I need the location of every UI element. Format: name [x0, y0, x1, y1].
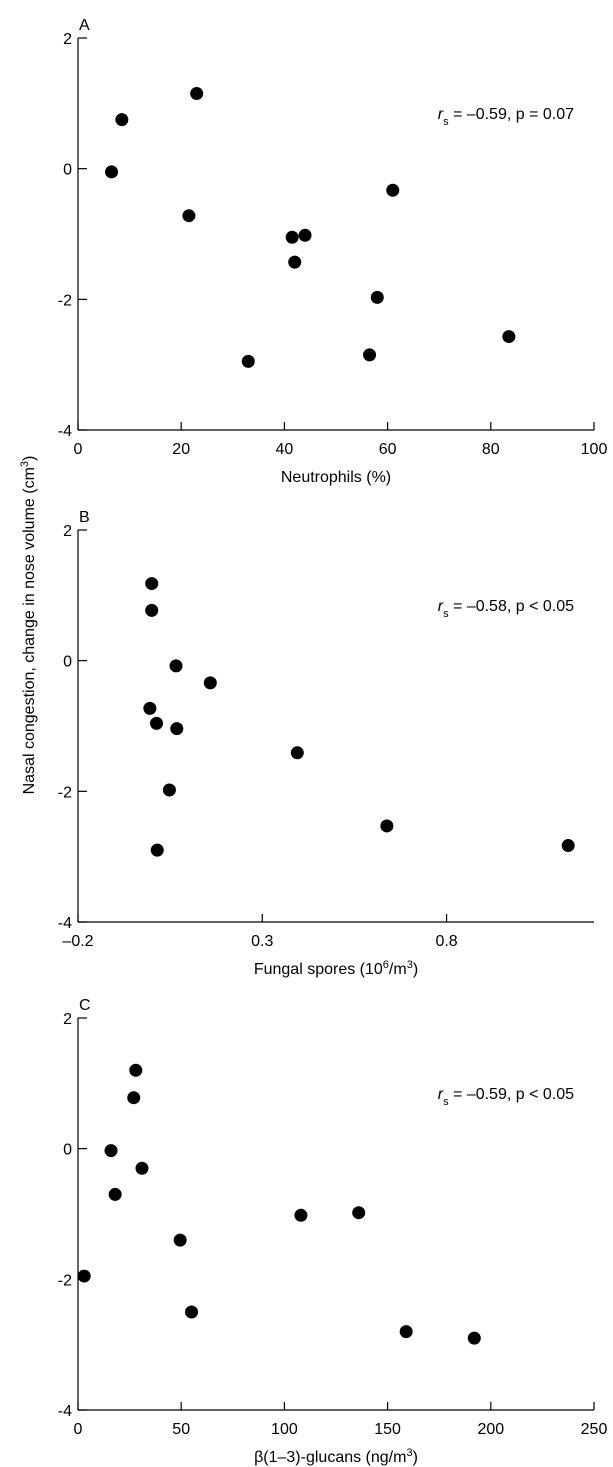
- panel-a-data-point: [386, 183, 400, 197]
- panel-b-x-axis-title: Fungal spores (106/m3): [254, 959, 418, 978]
- panel-c-data-point: [129, 1063, 143, 1077]
- panel-c-y-tick-label: 2: [63, 1011, 72, 1028]
- x-axis-title-superscript: 3: [406, 1447, 412, 1459]
- panel-a-correlation-annotation: rs = –0.59, p = 0.07: [438, 106, 574, 128]
- panel-a-data-point: [105, 165, 119, 179]
- panel-c-data-point: [173, 1233, 187, 1247]
- panel-b-data-point: [203, 676, 217, 690]
- panel-a-data-point: [502, 330, 516, 344]
- panel-c-x-tick-label: 100: [271, 1421, 298, 1438]
- panel-a-data-point: [285, 230, 299, 244]
- correlation-subscript: s: [443, 608, 449, 620]
- panel-a-x-tick-label: 60: [379, 441, 397, 458]
- panel-b-data-point: [169, 659, 183, 673]
- x-axis-title-middle: /m: [389, 961, 407, 978]
- panel-c-x-tick-label: 150: [374, 1421, 401, 1438]
- panel-a-x-tick-label: 100: [581, 441, 608, 458]
- panel-b-data-point: [150, 716, 164, 730]
- panel-b-data-point: [145, 603, 159, 617]
- panel-c-x-tick-label: 200: [477, 1421, 504, 1438]
- panel-a-y-tick-label: 0: [63, 162, 72, 179]
- panel-c-correlation-annotation: rs = –0.59, p < 0.05: [438, 1086, 574, 1108]
- panel-a-data-point: [288, 255, 302, 269]
- correlation-text: = –0.58, p < 0.05: [449, 598, 575, 615]
- x-axis-title-prefix: β(1–3)-glucans (ng/m: [254, 1449, 406, 1466]
- panel-a-x-tick-label: 40: [276, 441, 294, 458]
- panel-b-data-point: [143, 701, 157, 715]
- panel-c-data-point: [104, 1144, 118, 1158]
- panel-a-label: A: [79, 17, 90, 34]
- correlation-text: = –0.59, p = 0.07: [449, 106, 575, 123]
- correlation-subscript: s: [443, 116, 449, 128]
- panel-c-data-point: [185, 1305, 199, 1319]
- x-axis-title-superscript: 6: [383, 959, 389, 971]
- panel-b-y-tick-label: -2: [58, 784, 72, 801]
- panel-c-data-point: [108, 1187, 122, 1201]
- panel-a-data-point: [370, 290, 384, 304]
- panel-b-y-tick-label: -4: [58, 915, 72, 932]
- panel-b-label: B: [79, 509, 90, 526]
- panel-c-y-tick-label: 0: [63, 1142, 72, 1159]
- shared-y-axis-title-prefix: Nasal congestion, change in nose volume …: [21, 467, 38, 794]
- panel-b-data-point: [150, 843, 164, 857]
- shared-y-axis-title-suffix: ): [21, 456, 38, 461]
- panel-b-x-tick-label: 0.8: [435, 933, 457, 950]
- panel-a-data-point: [190, 87, 204, 101]
- panel-b-data-point: [145, 577, 159, 591]
- panel-a-y-tick-label: -4: [58, 423, 72, 440]
- correlation-variable: r: [438, 598, 444, 615]
- panel-c-x-tick-label: 50: [172, 1421, 190, 1438]
- panel-a-data-point: [115, 113, 129, 127]
- panel-c-y-tick-label: -4: [58, 1403, 72, 1420]
- panel-b-data-point: [290, 746, 304, 760]
- panel-a-data-point: [363, 348, 377, 362]
- panel-c-data-point: [127, 1091, 141, 1105]
- panel-c-label: C: [79, 997, 91, 1014]
- panel-a-x-tick-label: 80: [482, 441, 500, 458]
- panel-a-x-tick-label: 0: [74, 441, 83, 458]
- correlation-variable: r: [438, 1086, 444, 1103]
- panel-b-y-tick-label: 2: [63, 523, 72, 540]
- panel-b-y-tick-label: 0: [63, 654, 72, 671]
- panel-a-y-tick-label: -2: [58, 292, 72, 309]
- panel-a-y-tick-label: 2: [63, 31, 72, 48]
- panel-b: -4 -2 0 2 –0.2 0.3 0.8 Brs = –0.58, p < 0.05 Fun…: [58, 509, 594, 978]
- panel-b-data-point: [170, 722, 184, 736]
- panel-a-x-tick-label: 20: [172, 441, 190, 458]
- panel-c-data-point: [467, 1331, 481, 1345]
- panel-c-data-point: [77, 1269, 91, 1283]
- shared-y-axis-title-superscript: 3: [19, 461, 31, 467]
- panel-c: -4 -2 0 2 0 50 100 150 200 250 Crs = –0.59, p < 0.…: [58, 997, 608, 1466]
- panel-b-data-point: [561, 839, 575, 853]
- x-axis-title-superscript: 3: [407, 959, 413, 971]
- panel-c-data-point: [294, 1208, 308, 1222]
- panel-b-data-point: [380, 819, 394, 833]
- x-axis-title-prefix: Fungal spores (10: [254, 961, 383, 978]
- panel-c-data-point: [352, 1206, 366, 1220]
- panel-b-x-tick-label: –0.2: [62, 933, 93, 950]
- panel-a-data-point: [298, 228, 312, 242]
- x-axis-title-suffix: ): [413, 1449, 418, 1466]
- panel-c-y-tick-label: -2: [58, 1272, 72, 1289]
- panel-a-data-point: [182, 209, 196, 223]
- panel-c-x-axis-title: β(1–3)-glucans (ng/m3): [254, 1447, 418, 1466]
- panel-a-data-point: [241, 354, 255, 368]
- panel-a-x-axis-title: Neutrophils (%): [281, 469, 391, 486]
- x-axis-title-suffix: ): [413, 961, 418, 978]
- panel-b-data-point: [162, 783, 176, 797]
- correlation-subscript: s: [443, 1096, 449, 1108]
- correlation-variable: r: [438, 106, 444, 123]
- panel-b-x-tick-label: 0.3: [251, 933, 273, 950]
- panel-c-data-point: [399, 1325, 413, 1339]
- shared-y-axis-title: Nasal congestion, change in nose volume …: [19, 456, 38, 795]
- panel-c-x-tick-label: 0: [74, 1421, 83, 1438]
- panel-c-data-point: [135, 1161, 149, 1175]
- correlation-text: = –0.59, p < 0.05: [449, 1086, 575, 1103]
- panel-b-correlation-annotation: rs = –0.58, p < 0.05: [438, 598, 574, 620]
- panel-c-x-tick-label: 250: [581, 1421, 608, 1438]
